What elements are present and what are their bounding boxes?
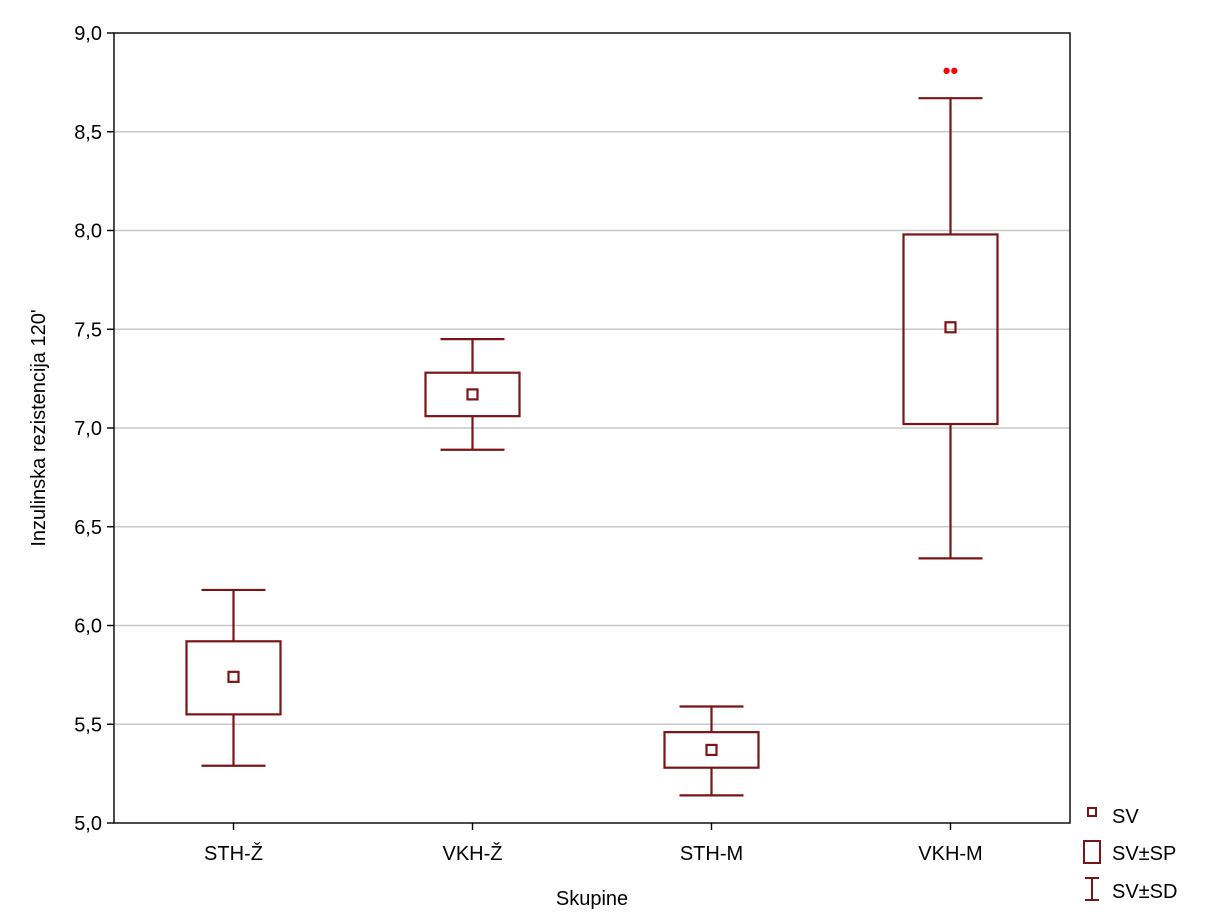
y-axis: 5,0 5,5 6,0 6,5 7,0 7,5 8,0 8,5 9,0 [74,23,114,835]
mean-marker [227,670,240,683]
y-tick-label: 6,5 [74,517,102,539]
legend: SV SV±SP SV±SD [1083,806,1177,903]
x-tick-label: STH-Ž [204,842,263,865]
mean-marker [944,321,957,334]
se-box [424,371,521,418]
y-axis-label: Inzulinska rezistencija 120' [28,309,50,546]
y-tick-label: 7,5 [74,319,102,341]
box-group [424,338,521,451]
x-tick-label: STH-M [680,843,743,865]
legend-item: SV±SD [1085,877,1177,903]
se-box [663,731,760,769]
significance-marker: •• [943,58,958,83]
box-group [185,588,282,767]
y-tick-label: 5,5 [74,714,102,736]
x-tick-label: VKH-M [918,843,982,865]
y-tick-label: 9,0 [74,23,102,45]
y-tick-label: 7,0 [74,418,102,440]
se-box [185,640,282,716]
y-tick-label: 6,0 [74,616,102,638]
legend-mean-symbol [1087,807,1097,817]
y-tick-label: 5,0 [74,813,102,835]
box-group: •• [902,58,999,560]
mean-marker [705,743,718,757]
y-tick-label: 8,5 [74,122,102,144]
y-tick-label: 8,0 [74,221,102,243]
legend-item: SV±SP [1083,840,1176,865]
legend-item: SV [1087,806,1139,828]
x-tick-label: VKH-Ž [443,842,503,865]
mean-marker [466,388,479,401]
boxes: •• [185,58,999,797]
se-box [902,233,999,426]
legend-label: SV±SD [1112,881,1177,903]
grid-lines [114,130,1070,726]
x-axis: STH-Ž VKH-Ž STH-M VKH-M [204,823,983,865]
box-group [663,705,760,797]
legend-label: SV±SP [1112,843,1176,865]
x-axis-label: Skupine [556,888,628,910]
legend-label: SV [1112,806,1139,828]
legend-se-symbol [1083,840,1101,864]
